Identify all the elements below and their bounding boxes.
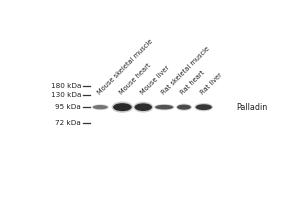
Text: Rat skeletal muscle: Rat skeletal muscle [160, 45, 210, 96]
Text: Mouse liver: Mouse liver [139, 64, 170, 96]
Ellipse shape [155, 105, 173, 109]
Ellipse shape [177, 105, 191, 110]
Ellipse shape [93, 105, 108, 109]
Ellipse shape [112, 102, 133, 113]
Ellipse shape [194, 103, 213, 111]
Ellipse shape [113, 103, 132, 111]
Ellipse shape [92, 104, 109, 110]
Ellipse shape [154, 104, 175, 110]
Ellipse shape [133, 102, 153, 113]
Text: Mouse skeletal muscle: Mouse skeletal muscle [96, 38, 154, 96]
Text: 130 kDa: 130 kDa [51, 92, 81, 98]
Text: Mouse heart: Mouse heart [118, 62, 152, 96]
Text: Palladin: Palladin [236, 103, 268, 112]
Text: Rat liver: Rat liver [200, 72, 224, 96]
Ellipse shape [135, 103, 152, 111]
Text: 72 kDa: 72 kDa [56, 120, 81, 126]
Text: 180 kDa: 180 kDa [51, 83, 81, 89]
Text: 95 kDa: 95 kDa [56, 104, 81, 110]
Ellipse shape [196, 104, 212, 110]
Ellipse shape [176, 104, 192, 111]
Text: Rat heart: Rat heart [180, 69, 206, 96]
